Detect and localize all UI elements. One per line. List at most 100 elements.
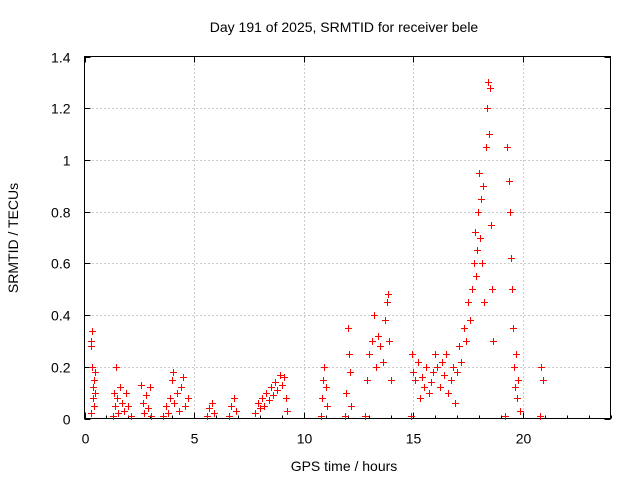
data-point	[284, 408, 291, 415]
data-point	[204, 413, 211, 420]
data-point	[481, 299, 488, 306]
data-point	[346, 351, 353, 358]
data-point	[320, 377, 327, 384]
data-point	[514, 395, 521, 402]
data-point	[88, 338, 95, 345]
data-point	[483, 144, 490, 151]
data-point	[408, 413, 415, 420]
y-tick-label: 1.4	[51, 50, 71, 66]
data-point	[228, 403, 235, 410]
data-point	[226, 413, 233, 420]
data-point	[268, 384, 275, 391]
data-point	[347, 369, 354, 376]
data-point	[279, 382, 286, 389]
data-point	[423, 364, 430, 371]
data-point	[479, 260, 486, 267]
data-point	[252, 410, 259, 417]
data-point	[366, 351, 373, 358]
data-point	[89, 328, 96, 335]
data-point	[434, 364, 441, 371]
data-point	[465, 299, 472, 306]
x-tick-label: 20	[516, 431, 532, 447]
data-point	[502, 413, 509, 420]
grid-lines	[84, 56, 611, 419]
x-tick-label: 5	[191, 431, 199, 447]
data-point	[91, 377, 98, 384]
data-point	[145, 405, 152, 412]
data-point	[490, 338, 497, 345]
data-point	[419, 374, 426, 381]
data-point	[477, 235, 484, 242]
y-tick-label: 0.2	[51, 360, 71, 376]
data-point	[167, 395, 174, 402]
data-point	[125, 403, 132, 410]
y-axis-label: SRMTID / TECUs	[5, 183, 21, 293]
x-tick-label: 15	[406, 431, 422, 447]
data-point	[110, 413, 117, 420]
data-point	[281, 374, 288, 381]
data-point	[507, 209, 514, 216]
data-point	[319, 395, 326, 402]
data-point	[513, 351, 520, 358]
data-point	[388, 377, 395, 384]
data-point	[510, 325, 517, 332]
data-point	[138, 382, 145, 389]
data-point	[180, 374, 187, 381]
data-point	[478, 196, 485, 203]
data-point	[473, 273, 480, 280]
data-point	[92, 390, 99, 397]
data-point	[259, 395, 266, 402]
data-point	[88, 410, 95, 417]
x-axis-label: GPS time / hours	[291, 458, 398, 474]
data-point	[266, 397, 273, 404]
data-point	[89, 364, 96, 371]
data-point	[512, 384, 519, 391]
data-point	[114, 395, 121, 402]
data-point	[92, 369, 99, 376]
data-point	[170, 369, 177, 376]
data-point	[90, 395, 97, 402]
data-point	[206, 405, 213, 412]
data-point	[123, 390, 130, 397]
data-point	[432, 351, 439, 358]
data-point	[362, 413, 369, 420]
data-point	[343, 390, 350, 397]
data-point	[111, 390, 118, 397]
data-point	[369, 338, 376, 345]
axis-ticks: 0 5 10 15 20 0 0.2 0.4 0.6 0.8 1 1.2 1.4	[51, 50, 612, 447]
data-point	[263, 390, 270, 397]
y-tick-label: 0	[63, 412, 71, 428]
data-point	[454, 369, 461, 376]
data-point	[178, 384, 185, 391]
data-point	[417, 395, 424, 402]
data-point	[515, 377, 522, 384]
data-point	[283, 395, 290, 402]
data-point	[270, 392, 277, 399]
data-point	[274, 387, 281, 394]
y-tick-label: 0.6	[51, 256, 71, 272]
data-point	[458, 359, 465, 366]
y-tick-label: 1.2	[51, 101, 71, 117]
data-point	[538, 364, 545, 371]
data-point	[511, 364, 518, 371]
data-point	[176, 408, 183, 415]
data-point	[471, 260, 478, 267]
data-point	[171, 400, 178, 407]
data-point	[504, 144, 511, 151]
data-point	[348, 403, 355, 410]
data-point	[342, 413, 349, 420]
data-point	[484, 105, 491, 112]
data-point	[410, 369, 417, 376]
data-point	[112, 403, 119, 410]
data-point	[412, 377, 419, 384]
data-point	[371, 312, 378, 319]
data-point	[211, 410, 218, 417]
data-point	[443, 351, 450, 358]
data-point	[506, 178, 513, 185]
data-point	[185, 395, 192, 402]
data-point	[472, 229, 479, 236]
data-point	[517, 408, 524, 415]
data-point	[430, 369, 437, 376]
plot-frame	[84, 56, 611, 419]
